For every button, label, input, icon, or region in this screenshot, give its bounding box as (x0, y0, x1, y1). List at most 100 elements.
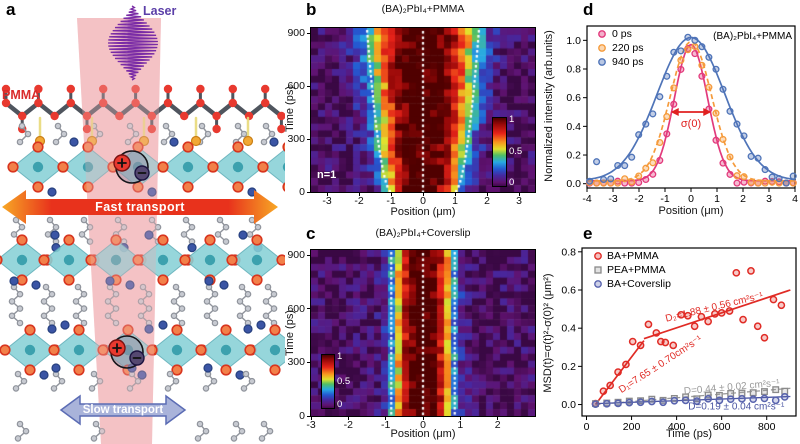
organic-side-groups (16, 116, 276, 147)
y-tick-label: 0.8 (561, 246, 576, 258)
y-tick-label: 0.8 (566, 64, 581, 76)
diffusion-annotation: D=0.19 ± 0.04 cm²s⁻¹ (688, 401, 785, 412)
panel-b-n-label: n=1 (317, 169, 337, 181)
exciton-pair-top (113, 150, 150, 184)
data-point (704, 317, 712, 326)
laser-label: Laser (143, 4, 177, 18)
series-BA-PMMA (591, 267, 786, 408)
x-tick-label: -2 (343, 419, 353, 431)
data-point (712, 109, 720, 117)
colorbar-tick-label: 0 (337, 399, 343, 410)
x-tick-label: -3 (608, 193, 617, 205)
panel-d-xlabel: Position (μm) (658, 205, 724, 217)
colorbar-tick-label: 0 (509, 177, 515, 188)
data-point (642, 120, 650, 128)
y-tick-mark (307, 32, 311, 34)
diffusion-annotation: D₂=1.88 ± 0.56 cm²s⁻¹ (664, 290, 764, 324)
data-point (726, 153, 734, 161)
panel-a-letter: a (6, 0, 16, 19)
data-point (670, 396, 679, 405)
data-point (656, 93, 664, 101)
x-tick-label: -2 (354, 195, 364, 207)
panel-d-plot: -4 -3 -2 -1 0 1 2 3 4 0.0 0.2 0.4 0.6 0.8 1.0 0 ps 220 p… (566, 25, 798, 205)
panel-e: e MSD(t)=σ(t)²-σ(0)² (μm²) 0 200 400 600 800… (540, 222, 800, 444)
x-tick-label: -1 (660, 193, 669, 205)
data-point (635, 172, 643, 180)
x-tick-mark (358, 192, 360, 196)
data-point (761, 388, 768, 396)
y-tick-mark (307, 308, 311, 310)
x-tick-label: 2 (484, 195, 490, 207)
data-point (593, 158, 601, 166)
x-tick-label: 1 (714, 193, 720, 205)
data-point (719, 85, 727, 93)
panel-b-xlabel: Position (μm) (390, 206, 456, 218)
legend-marker (594, 266, 602, 274)
data-point (698, 72, 706, 80)
x-tick-label: 3 (516, 195, 522, 207)
data-point (715, 396, 724, 405)
x-tick-label: 0 (420, 419, 426, 431)
y-tick-label: 300 (287, 133, 305, 146)
sigma0-annotation: σ(0) (670, 108, 712, 130)
fast-transport-label: Fast transport (95, 200, 185, 214)
y-tick-mark (307, 85, 311, 87)
panel-e-letter: e (583, 224, 593, 243)
data-point (670, 100, 678, 108)
y-tick-mark (307, 254, 311, 256)
colorbar-tick-label: 0.5 (337, 375, 351, 387)
data-point (614, 161, 622, 170)
slow-transport-arrow (59, 394, 187, 426)
data-point (593, 179, 601, 187)
data-point (747, 178, 755, 186)
data-point (740, 173, 748, 181)
data-point (684, 46, 692, 54)
data-point (663, 113, 671, 121)
data-point (712, 136, 720, 144)
fast-transport-arrow (2, 190, 278, 224)
data-point (726, 170, 734, 178)
data-point (628, 337, 637, 346)
x-tick-mark (347, 416, 349, 420)
x-tick-label: 800 (758, 421, 776, 433)
pmma-polymer-chain (1, 84, 286, 134)
data-point (740, 132, 748, 140)
y-tick-label: 0.6 (566, 92, 581, 104)
series-940ps (586, 33, 797, 187)
panel-b-ylabel: Time (ps) (284, 85, 296, 133)
legend-marker (594, 252, 602, 260)
y-tick-label: 900 (287, 27, 305, 40)
sigma0-label: σ(0) (681, 118, 701, 130)
data-point (600, 175, 608, 184)
panel-c-letter: c (306, 224, 316, 243)
data-point (621, 175, 629, 183)
data-point (691, 50, 699, 58)
data-point (628, 153, 636, 161)
panel-b-colorbar (492, 117, 507, 187)
data-point (712, 65, 720, 73)
y-tick-mark (307, 361, 311, 363)
data-point (732, 268, 741, 277)
slow-transport-label: Slow transport (82, 404, 164, 416)
x-tick-label: -2 (634, 193, 643, 205)
y-tick-label: 600 (287, 80, 305, 93)
panel-e-xlabel: Time (ps) (665, 428, 713, 440)
data-point (789, 179, 797, 187)
data-point (754, 154, 762, 162)
data-point (691, 36, 699, 44)
spacer-cations-3 (12, 363, 256, 392)
y-tick-label: 0.0 (566, 178, 581, 190)
data-point (625, 398, 634, 407)
panel-e-ylabel: MSD(t)=σ(t)²-σ(0)² (μm²) (542, 273, 554, 393)
data-point (684, 33, 692, 41)
data-point (719, 159, 727, 167)
panel-d-inplot-title: (BA)₂PbI₄+PMMA (713, 31, 792, 42)
data-point (754, 179, 762, 187)
data-point (698, 61, 706, 69)
data-point (636, 341, 645, 350)
data-point (777, 301, 786, 310)
y-tick-mark (307, 415, 311, 417)
x-tick-label: 4 (792, 193, 798, 205)
y-tick-label: 0 (299, 186, 305, 198)
data-point (789, 172, 797, 180)
